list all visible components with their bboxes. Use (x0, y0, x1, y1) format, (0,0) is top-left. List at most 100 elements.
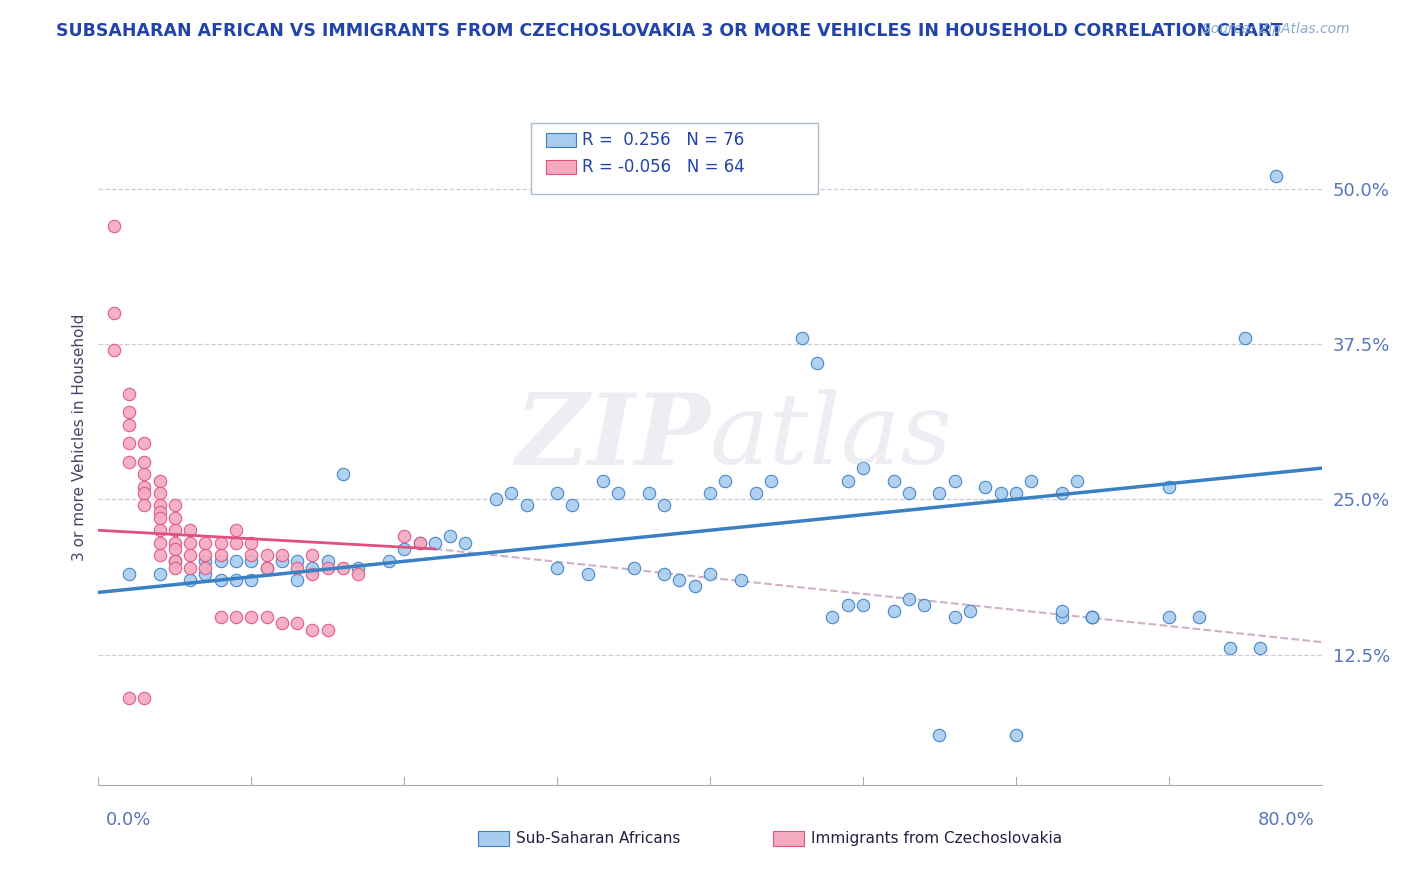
Point (1050, 604, 1073, 618)
Point (209, 573, 232, 587)
Point (134, 499, 156, 513)
Point (179, 548, 201, 562)
Text: 0.0%: 0.0% (105, 811, 150, 829)
Point (301, 623, 323, 637)
Text: Immigrants from Czechoslovakia: Immigrants from Czechoslovakia (811, 831, 1063, 846)
Point (454, 535, 477, 549)
Point (179, 560, 201, 574)
Y-axis label: 3 or more Vehicles in Household: 3 or more Vehicles in Household (72, 313, 87, 561)
Text: R = -0.056   N = 64: R = -0.056 N = 64 (582, 158, 745, 176)
Point (897, 591, 920, 606)
Point (1081, 610, 1104, 624)
Point (883, 604, 905, 618)
Point (423, 535, 446, 549)
Point (194, 560, 217, 574)
Point (240, 548, 263, 562)
Point (209, 548, 232, 562)
Point (623, 560, 645, 574)
Point (652, 499, 675, 513)
Point (270, 554, 292, 568)
Text: Sub-Saharan Africans: Sub-Saharan Africans (516, 831, 681, 846)
Point (134, 690, 156, 705)
Point (209, 610, 232, 624)
Point (546, 560, 568, 574)
Point (118, 386, 141, 401)
Point (301, 548, 323, 562)
Point (163, 511, 186, 525)
Point (194, 554, 217, 568)
Point (790, 331, 813, 345)
Point (576, 566, 599, 581)
Point (943, 474, 966, 488)
Point (103, 306, 125, 320)
Point (1264, 169, 1286, 183)
Point (256, 560, 278, 574)
Point (134, 455, 156, 469)
Text: ZIP: ZIP (515, 389, 710, 485)
Point (163, 541, 186, 556)
Point (209, 554, 232, 568)
Point (806, 355, 828, 369)
Point (163, 560, 186, 574)
Point (225, 554, 247, 568)
Point (118, 566, 141, 581)
Point (285, 560, 308, 574)
Point (256, 560, 278, 574)
Point (1234, 331, 1257, 345)
Point (332, 560, 354, 574)
Point (240, 610, 263, 624)
Point (959, 604, 981, 618)
Point (1019, 474, 1042, 488)
Point (134, 486, 156, 500)
Point (592, 474, 614, 488)
Point (118, 455, 141, 469)
Point (408, 535, 430, 549)
Point (699, 566, 721, 581)
Point (225, 535, 247, 549)
Point (852, 598, 875, 612)
Point (912, 598, 935, 612)
Point (301, 560, 323, 574)
Point (408, 535, 430, 549)
Point (118, 405, 141, 419)
Point (699, 486, 721, 500)
Point (285, 573, 308, 587)
Point (1066, 474, 1088, 488)
Point (714, 474, 737, 488)
Text: R =  0.256   N = 76: R = 0.256 N = 76 (582, 131, 744, 149)
Point (149, 505, 172, 519)
Point (118, 436, 141, 450)
Point (103, 219, 125, 233)
Point (1188, 610, 1211, 624)
Point (225, 610, 247, 624)
Point (316, 560, 339, 574)
Point (501, 486, 523, 500)
Point (256, 610, 278, 624)
Point (149, 486, 172, 500)
Point (561, 499, 583, 513)
Point (179, 535, 201, 549)
Point (1157, 480, 1180, 494)
Point (134, 436, 156, 450)
Point (1081, 610, 1104, 624)
Point (668, 573, 690, 587)
Point (118, 690, 141, 705)
Point (225, 573, 247, 587)
Point (163, 554, 186, 568)
Point (134, 467, 156, 482)
Point (149, 566, 172, 581)
Point (1004, 728, 1026, 742)
Point (149, 499, 172, 513)
Point (240, 554, 263, 568)
Text: Source: ZipAtlas.com: Source: ZipAtlas.com (1202, 22, 1350, 37)
Point (392, 541, 416, 556)
Point (209, 535, 232, 549)
Point (821, 610, 844, 624)
Point (943, 610, 966, 624)
Point (607, 486, 630, 500)
Point (332, 467, 354, 482)
Point (285, 554, 308, 568)
Text: 80.0%: 80.0% (1258, 811, 1315, 829)
Point (990, 486, 1012, 500)
Point (240, 535, 263, 549)
